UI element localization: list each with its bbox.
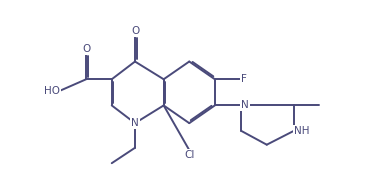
Text: N: N (131, 118, 139, 128)
Text: O: O (82, 44, 90, 54)
Text: N: N (241, 100, 249, 110)
Text: O: O (131, 26, 139, 36)
Text: NH: NH (294, 126, 309, 136)
Text: HO: HO (44, 86, 60, 96)
Text: F: F (241, 74, 247, 84)
Text: Cl: Cl (184, 150, 195, 160)
